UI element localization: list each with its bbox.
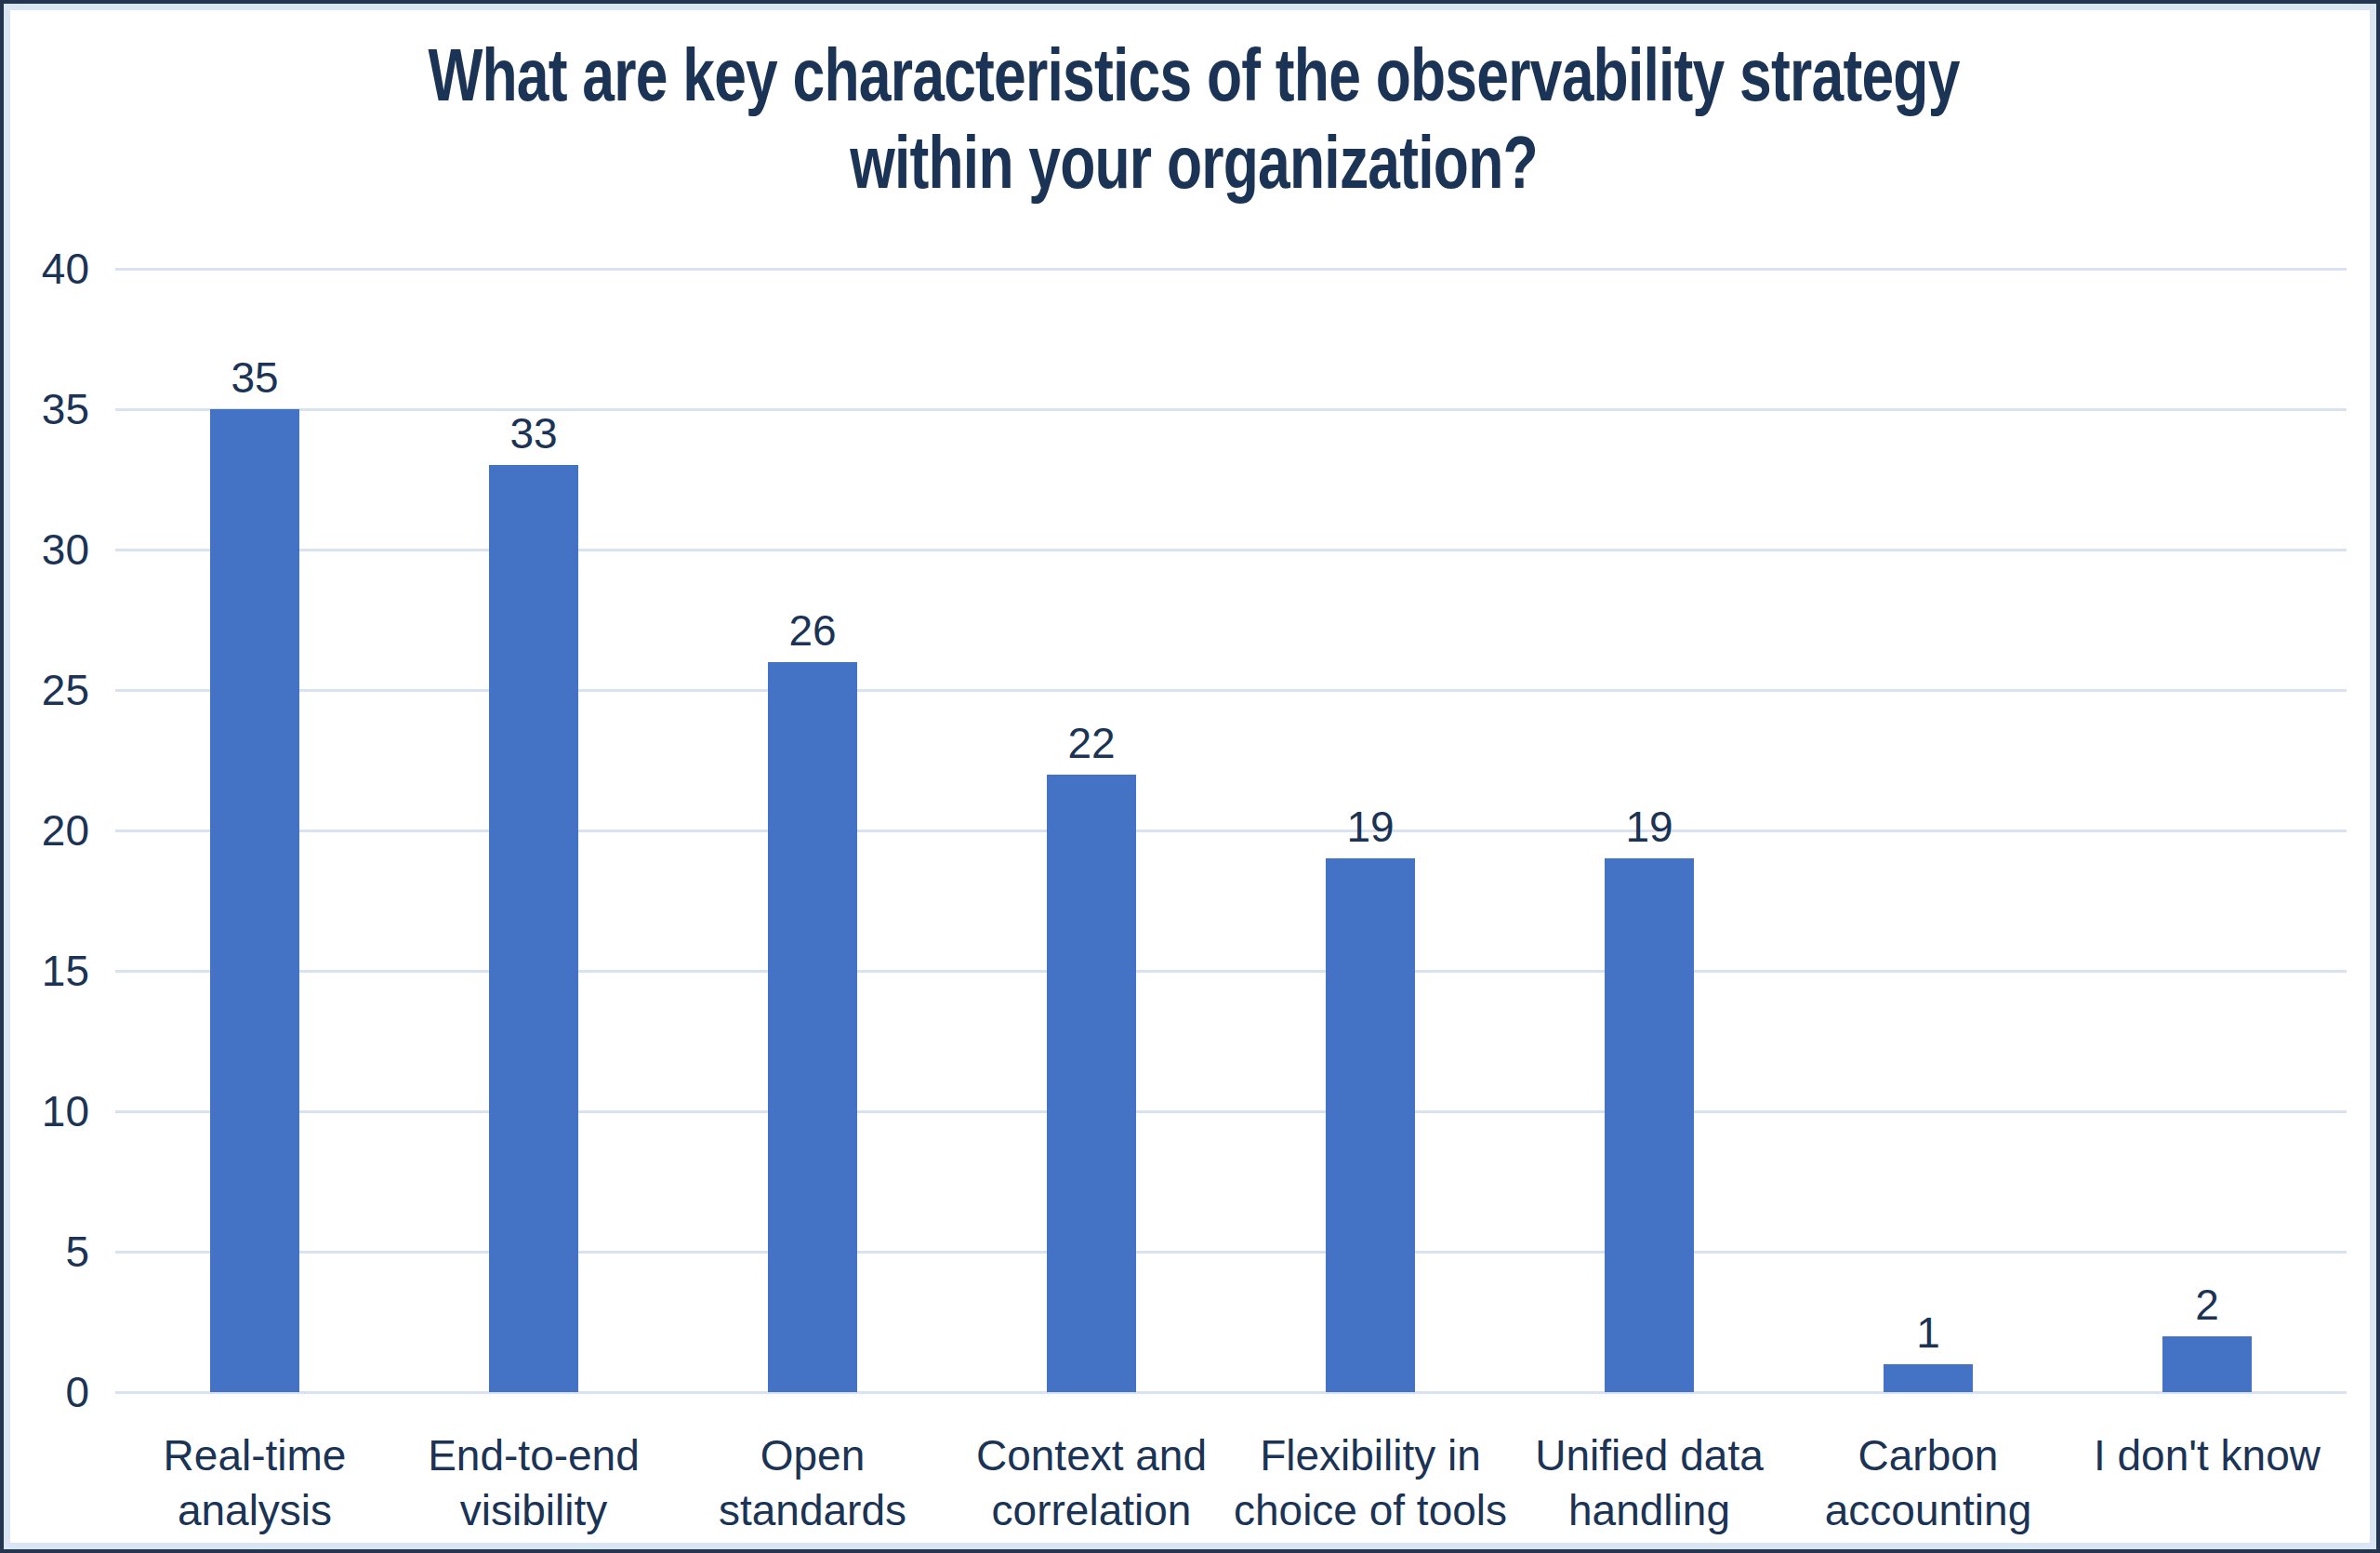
y-axis-tick-35: 35 <box>4 383 89 435</box>
bar-value-label-flexibility-in-choice-of-tools: 19 <box>1277 801 1463 853</box>
category-label-context-and-correlation: Context and correlation <box>933 1428 1250 1538</box>
category-label-end-to-end-visibility: End-to-end visibility <box>376 1428 692 1538</box>
y-axis-tick-15: 15 <box>4 945 89 997</box>
bar-value-label-real-time-analysis: 35 <box>162 352 348 404</box>
gridline-10 <box>115 1110 2347 1113</box>
bar-i-don-t-know <box>2162 1336 2252 1392</box>
category-label-carbon-accounting: Carbon accounting <box>1770 1428 2086 1538</box>
gridline-20 <box>115 830 2347 832</box>
bar-real-time-analysis <box>210 409 299 1392</box>
bar-value-label-i-don-t-know: 2 <box>2114 1279 2300 1331</box>
category-label-real-time-analysis: Real-time analysis <box>97 1428 413 1538</box>
gridline-0 <box>115 1391 2347 1394</box>
bar-value-label-context-and-correlation: 22 <box>998 717 1184 769</box>
gridline-5 <box>115 1251 2347 1254</box>
category-label-flexibility-in-choice-of-tools: Flexibility in choice of tools <box>1212 1428 1528 1538</box>
y-axis-tick-25: 25 <box>4 664 89 716</box>
bar-value-label-unified-data-handling: 19 <box>1556 801 1742 853</box>
y-axis-tick-20: 20 <box>4 804 89 856</box>
category-label-open-standards: Open standards <box>654 1428 971 1538</box>
bar-value-label-open-standards: 26 <box>720 604 906 657</box>
bar-end-to-end-visibility <box>489 465 578 1392</box>
y-axis-tick-40: 40 <box>4 243 89 295</box>
bar-flexibility-in-choice-of-tools <box>1326 858 1415 1392</box>
gridline-15 <box>115 970 2347 973</box>
category-label-unified-data-handling: Unified data handling <box>1491 1428 1807 1538</box>
y-axis-tick-30: 30 <box>4 524 89 576</box>
bar-value-label-end-to-end-visibility: 33 <box>441 407 627 459</box>
plot-area: 0 5 10 15 20 25 30 35 40 35 Real-time analysis 33 En… <box>4 4 2376 1549</box>
y-axis-tick-0: 0 <box>4 1366 89 1418</box>
y-axis-tick-5: 5 <box>4 1226 89 1278</box>
bar-carbon-accounting <box>1884 1364 1973 1392</box>
gridline-40 <box>115 268 2347 271</box>
bar-context-and-correlation <box>1047 775 1136 1392</box>
bar-value-label-carbon-accounting: 1 <box>1835 1307 2021 1359</box>
y-axis-tick-10: 10 <box>4 1085 89 1137</box>
bar-open-standards <box>768 662 857 1392</box>
gridline-30 <box>115 549 2347 551</box>
bar-unified-data-handling <box>1605 858 1694 1392</box>
gridline-25 <box>115 689 2347 692</box>
category-label-i-don-t-know: I don't know <box>2049 1428 2365 1483</box>
chart-frame: What are key characteristics of the obse… <box>0 0 2380 1553</box>
